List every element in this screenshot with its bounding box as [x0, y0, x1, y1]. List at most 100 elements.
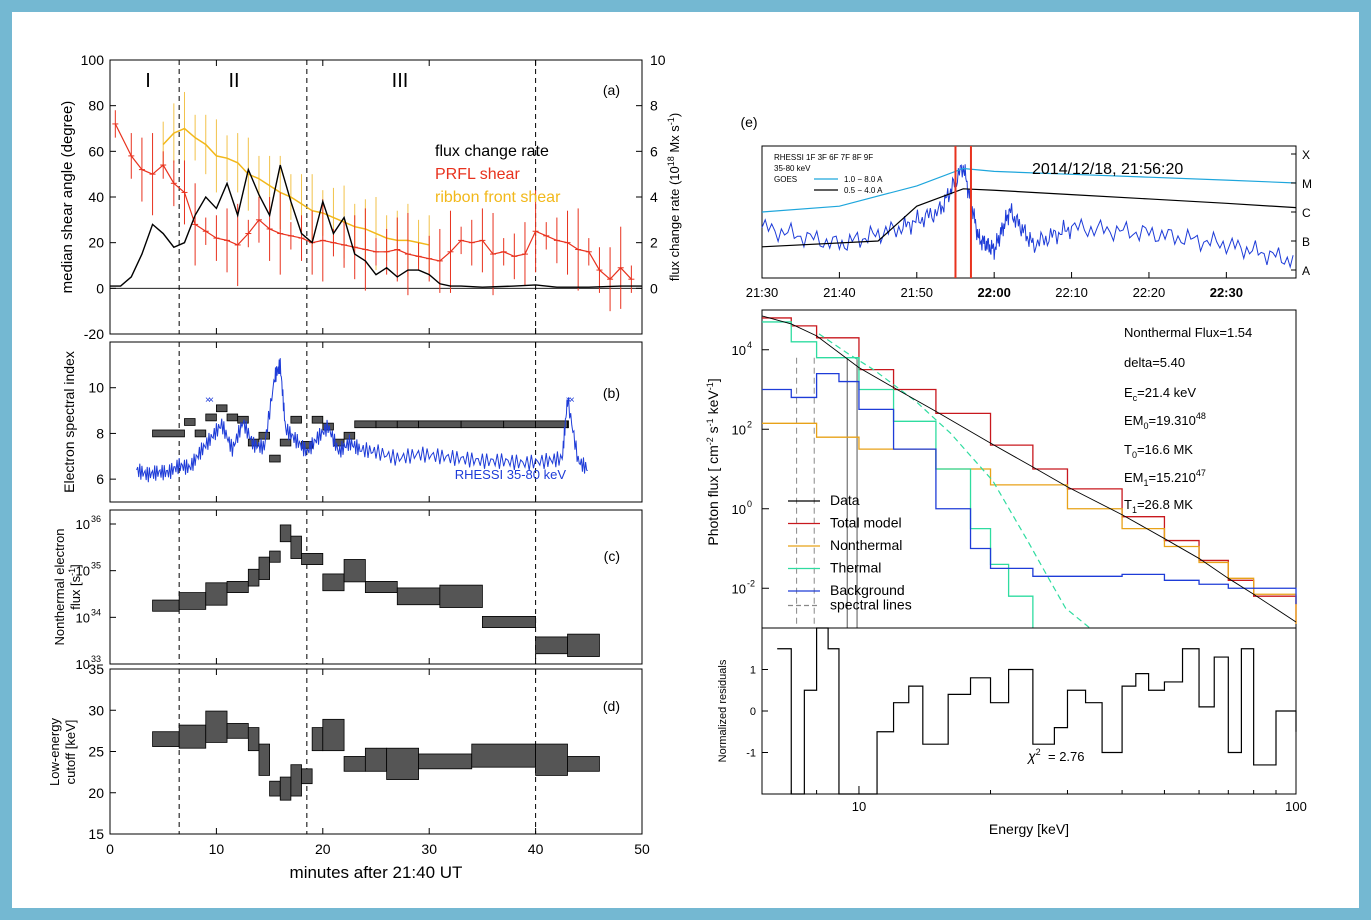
spectral-index-band [567, 420, 569, 429]
y-tick-label: 20 [88, 235, 104, 251]
spectral-index-band [258, 431, 271, 440]
cutoff-band [205, 710, 228, 743]
y-tick-label: 10 [76, 564, 90, 579]
y2-tick-label: 10 [650, 52, 666, 68]
x-tick-label: 10 [209, 841, 225, 857]
y-tick-label: 100 [81, 52, 105, 68]
y-tick-label: 1 [750, 665, 756, 677]
flux-change-rate-line [110, 164, 642, 288]
phase-label-1: I [145, 70, 151, 92]
spectral-index-band [354, 420, 377, 429]
electron-flux-band [269, 550, 281, 563]
panel-b-frame [109, 341, 643, 503]
cutoff-band [247, 727, 260, 752]
goes-legend-1: 1.0 − 8.0 A [844, 175, 883, 184]
residuals-line [777, 627, 1297, 795]
legend-label: Data [830, 492, 860, 508]
spectral-index-band [396, 420, 419, 429]
electron-flux-band [247, 568, 260, 587]
electron-flux-band [343, 559, 366, 583]
electron-flux-band [301, 553, 324, 566]
y2-tick-label: 6 [650, 143, 658, 159]
cutoff-band [279, 776, 292, 801]
y-tick-label: 10 [76, 657, 90, 672]
spectral-index-band [269, 454, 281, 463]
y-tick-label: 8 [96, 425, 104, 441]
y-tick-label: 10 [732, 502, 746, 517]
x-tick-label: 50 [634, 841, 650, 857]
cutoff-band [322, 718, 345, 752]
panel-d-xlabel: minutes after 21:40 UT [290, 863, 463, 882]
phase-label-2: II [228, 70, 239, 92]
cutoff-band [471, 743, 537, 768]
spectrum-xlabel: Energy [keV] [989, 821, 1069, 837]
panel-d-tag: (d) [603, 698, 620, 714]
goes-class-label: C [1302, 206, 1311, 220]
spectral-index-band [215, 404, 228, 413]
y2-tick-label: 4 [650, 189, 658, 205]
time-tick-label: 22:10 [1055, 285, 1088, 300]
electron-flux-band [226, 581, 249, 594]
y-tick-exponent: 36 [91, 514, 101, 524]
cutoff-band [258, 743, 271, 776]
goes-class-label: B [1302, 235, 1310, 249]
panel-d-ylabel-1: Low-energy [47, 718, 62, 786]
y-tick-label: 0 [750, 706, 756, 718]
rhessi-index-line [136, 358, 588, 483]
panel-a-tag: (a) [603, 82, 620, 98]
legend-ribbon-front-shear: ribbon front shear [435, 189, 561, 206]
thermal-line [762, 321, 1034, 628]
cutoff-band [386, 747, 419, 780]
spectral-index-band [503, 420, 536, 429]
prfl-shear-line [114, 123, 632, 281]
figure: (a) I II III flux change rate PRFL shear… [47, 52, 1312, 882]
fit-nonthermal-flux: Nonthermal Flux=1.54 [1124, 325, 1252, 340]
fit-parameters: Nonthermal Flux=1.54 delta=5.40 Ec=21.4 … [1124, 325, 1252, 515]
ribbon-front-shear-line [162, 127, 430, 246]
legend-label: Nonthermal [830, 537, 902, 553]
cutoff-band [178, 724, 207, 749]
y-tick-label: 15 [88, 826, 104, 842]
residuals-ylabel: Normalized residuals [717, 659, 729, 762]
rhessi-index-marker: × [205, 395, 211, 406]
y-tick-exponent: 2 [747, 419, 752, 429]
y-tick-exponent: 4 [747, 340, 752, 350]
x-tick-label: 20 [315, 841, 331, 857]
cutoff-band [535, 743, 568, 776]
rhessi-index-marker: × [566, 395, 572, 406]
y-tick-label: 10 [76, 610, 90, 625]
panel-b-annotation: RHESSI 35-80 keV [455, 467, 567, 482]
electron-flux-band [439, 584, 483, 608]
panel-c-tag: (c) [604, 548, 620, 564]
panel-c-ylabel-1: Nonthermal electron [52, 528, 67, 645]
time-tick-label: 22:00 [978, 285, 1011, 300]
panel-d-ylabel-2: cutoff [keV] [63, 720, 78, 785]
goes-long-channel-line [761, 167, 1297, 213]
energy-tick-label: 100 [1285, 799, 1307, 814]
spectral-index-band [290, 415, 302, 424]
nonthermal-line [762, 422, 1297, 625]
fit-t0: T0=16.6 MK [1124, 442, 1193, 460]
cutoff-band [418, 753, 473, 770]
legend-label: Total model [830, 515, 902, 531]
y-tick-label: -1 [746, 748, 756, 760]
y-tick-label: 80 [88, 98, 104, 114]
y-tick-label: 10 [732, 581, 746, 596]
y2-tick-label: 0 [650, 280, 658, 296]
y-tick-label: 60 [88, 143, 104, 159]
spectral-index-band [226, 413, 239, 422]
spectral-index-band [311, 415, 324, 424]
electron-flux-band [396, 587, 441, 606]
goes-legend-2: 0.5 − 4.0 A [844, 186, 883, 195]
x-tick-label: 40 [528, 841, 544, 857]
y-tick-label: 40 [88, 189, 104, 205]
panel-e-lightcurves: (e) RHESSI 1F 3F 6F 7F 8F 9F 35-80 keV G… [740, 114, 1312, 300]
legend-label: spectral lines [830, 597, 912, 613]
spectral-index-band [418, 420, 462, 429]
rhessi-energy: 35-80 keV [774, 164, 811, 173]
y-tick-label: -20 [84, 326, 104, 342]
goes-header: GOES [774, 175, 797, 184]
